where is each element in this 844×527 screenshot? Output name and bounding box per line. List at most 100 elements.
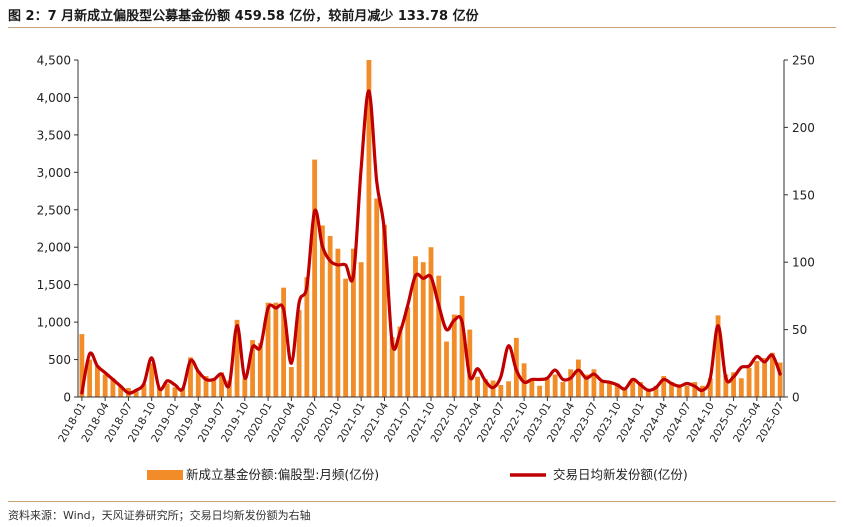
- bar: [327, 235, 333, 397]
- bar: [630, 378, 636, 397]
- left-tick-label: 3,500: [37, 128, 71, 142]
- bar: [436, 275, 442, 397]
- bar: [351, 248, 356, 397]
- bar: [397, 326, 403, 397]
- bar: [180, 388, 186, 397]
- bar: [219, 372, 224, 397]
- bar: [420, 262, 426, 397]
- left-tick-label: 3,000: [37, 166, 71, 180]
- bar: [296, 310, 302, 397]
- bar: [374, 198, 380, 397]
- left-tick-label: 500: [48, 353, 71, 367]
- bar: [257, 343, 263, 397]
- bar: [777, 362, 783, 397]
- bar: [312, 159, 318, 397]
- bar: [358, 262, 364, 397]
- bar-series: [79, 60, 783, 397]
- bar: [529, 379, 535, 397]
- bar: [607, 382, 612, 397]
- left-tick-label: 2,000: [37, 241, 71, 255]
- right-tick-label: 250: [792, 54, 815, 68]
- legend: 新成立基金份额:偏股型:月频(亿份) 交易日均新发份额(亿份): [147, 467, 688, 482]
- bar: [738, 378, 744, 397]
- bar: [405, 307, 411, 397]
- bar: [195, 370, 201, 397]
- bar: [172, 387, 178, 397]
- bar: [653, 385, 659, 397]
- source-note: 资料来源：Wind，天风证券研究所；交易日均新发份额为右轴: [8, 509, 311, 522]
- left-tick-label: 1,500: [37, 278, 71, 292]
- bar: [451, 314, 457, 397]
- right-tick-label: 200: [792, 121, 815, 135]
- bar: [102, 374, 108, 397]
- bar: [281, 287, 286, 397]
- left-tick-label: 4,500: [37, 54, 71, 68]
- bar: [614, 383, 620, 397]
- bar: [149, 363, 155, 397]
- bar: [366, 60, 372, 397]
- legend-bar-label: 新成立基金份额:偏股型:月频(亿份): [186, 467, 379, 482]
- bar: [79, 334, 85, 397]
- bar: [428, 247, 434, 397]
- bar: [118, 385, 124, 397]
- chart-canvas: 05001,0001,5002,0002,5003,0003,5004,0004…: [37, 54, 815, 483]
- right-tick-label: 50: [792, 323, 807, 337]
- bar: [552, 374, 558, 397]
- bar: [537, 385, 543, 397]
- bar: [769, 352, 775, 397]
- bar: [762, 358, 768, 397]
- bar: [157, 388, 162, 397]
- source-divider: [8, 501, 836, 502]
- chart-title: 图 2：7 月新成立偏股型公募基金份额 459.58 亿份，较前月减少 133.…: [8, 9, 479, 24]
- bar: [661, 376, 667, 397]
- bar: [335, 248, 341, 397]
- bar: [133, 391, 139, 397]
- bar: [288, 367, 294, 397]
- bar: [568, 369, 574, 397]
- bar: [226, 380, 232, 397]
- bar: [467, 329, 473, 397]
- bar: [459, 295, 465, 397]
- bar: [242, 378, 248, 397]
- right-tick-label: 100: [792, 256, 815, 270]
- bar: [707, 378, 713, 397]
- bar: [576, 359, 581, 397]
- bar: [389, 337, 395, 397]
- bar: [273, 302, 279, 397]
- bar: [188, 357, 193, 397]
- bar: [319, 225, 325, 397]
- bar: [304, 277, 310, 397]
- right-tick-label: 150: [792, 188, 815, 202]
- bar: [521, 363, 527, 397]
- title-divider: [8, 27, 836, 28]
- bar: [676, 384, 682, 397]
- bar: [444, 341, 449, 397]
- bar: [723, 374, 729, 397]
- bar: [746, 367, 752, 397]
- bar: [498, 385, 504, 397]
- bar: [250, 340, 255, 397]
- right-tick-label: 0: [792, 391, 800, 405]
- bar: [94, 365, 100, 397]
- bar: [560, 382, 566, 397]
- left-tick-label: 1,000: [37, 316, 71, 330]
- bar: [692, 382, 698, 397]
- bar: [622, 389, 628, 397]
- bar: [475, 376, 480, 397]
- bar: [715, 315, 721, 397]
- bar: [413, 256, 418, 397]
- bar: [343, 278, 349, 397]
- left-tick-label: 0: [63, 391, 71, 405]
- bar: [203, 376, 209, 397]
- bar: [544, 379, 550, 397]
- bar: [141, 384, 147, 397]
- bar: [382, 224, 387, 397]
- bar: [638, 382, 643, 397]
- bar: [731, 372, 736, 397]
- bar: [591, 369, 597, 397]
- left-tick-label: 2,500: [37, 203, 71, 217]
- legend-bar-swatch: [147, 470, 183, 480]
- bar: [754, 361, 760, 397]
- bar: [211, 378, 217, 397]
- bar: [645, 389, 651, 397]
